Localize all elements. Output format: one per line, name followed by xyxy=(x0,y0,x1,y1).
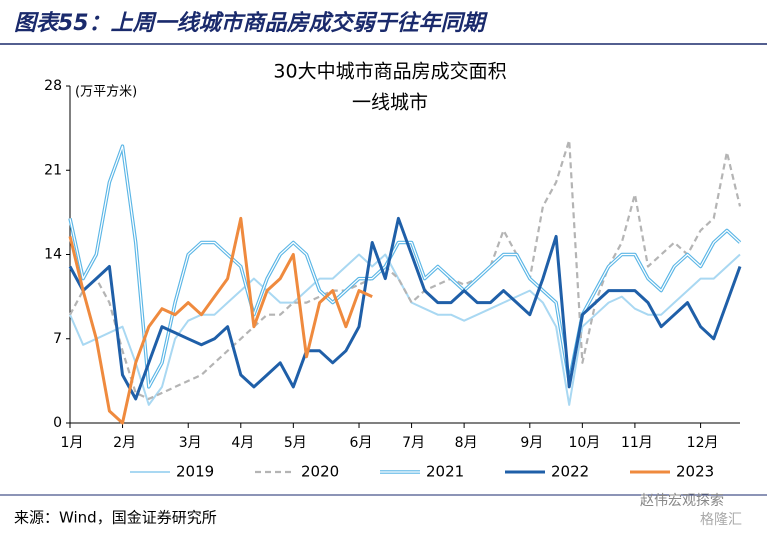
x-tick-label: 12月 xyxy=(687,435,719,451)
y-tick-label: 28 xyxy=(44,78,62,94)
x-tick-label: 11月 xyxy=(621,435,653,451)
x-tick-label: 5月 xyxy=(284,435,307,451)
series-line xyxy=(68,144,742,389)
legend-label: 2021 xyxy=(426,463,464,481)
x-tick-label: 8月 xyxy=(455,435,478,451)
y-tick-label: 21 xyxy=(44,162,62,178)
legend-label: 2022 xyxy=(551,463,589,481)
legend-label: 2019 xyxy=(176,463,214,481)
x-tick-label: 6月 xyxy=(350,435,373,451)
series-line xyxy=(68,216,373,425)
y-tick-label: 7 xyxy=(53,331,62,347)
x-tick-label: 10月 xyxy=(568,435,600,451)
legend-label: 2023 xyxy=(676,463,714,481)
x-tick-label: 4月 xyxy=(231,435,254,451)
series-line xyxy=(68,216,742,401)
watermark: 格隆汇 xyxy=(700,512,742,528)
y-tick-label: 14 xyxy=(44,247,62,263)
y-axis-label: (万平方米) xyxy=(75,84,137,100)
series-line xyxy=(69,139,742,400)
x-tick-label: 9月 xyxy=(520,435,543,451)
watermark: 赵伟宏观探索 xyxy=(640,492,724,509)
x-tick-label: 7月 xyxy=(402,435,425,451)
x-tick-label: 3月 xyxy=(179,435,202,451)
legend-label: 2020 xyxy=(301,463,339,481)
x-tick-label: 1月 xyxy=(61,435,84,451)
source: 来源：Wind，国金证券研究所 xyxy=(14,509,217,527)
series-line-inner xyxy=(69,145,741,388)
chart-subtitle: 一线城市 xyxy=(352,92,428,114)
x-tick-label: 2月 xyxy=(113,435,136,451)
y-tick-label: 0 xyxy=(53,415,62,431)
header-title: 图表55：上周一线城市商品房成交弱于往年同期 xyxy=(14,10,489,36)
chart-title: 30大中城市商品房成交面积 xyxy=(273,61,506,83)
